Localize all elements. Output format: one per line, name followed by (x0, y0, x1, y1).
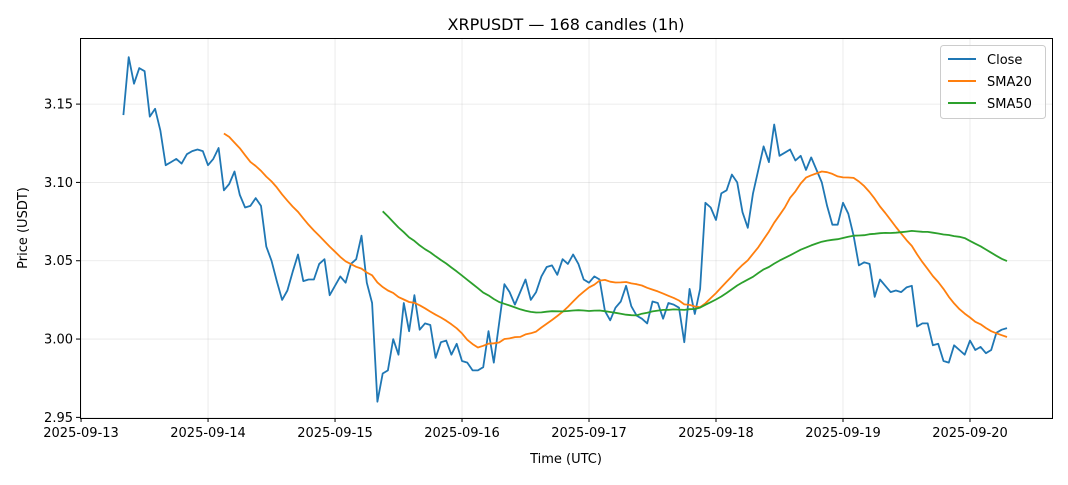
legend-box (940, 45, 1046, 119)
series-lines (122, 56, 1008, 403)
y-axis: 2.95 3.00 3.05 3.10 3.15 (44, 98, 80, 426)
y-tick-label: 3.05 (44, 254, 73, 269)
x-tick-label: 2025-09-15 (297, 426, 373, 441)
x-tick-label: 2025-09-18 (678, 426, 754, 441)
y-axis-label: Price (USDT) (16, 187, 31, 269)
y-tick-label: 3.10 (44, 176, 73, 191)
series-line-sma50 (382, 210, 1008, 317)
grid (80, 38, 1052, 418)
legend: Close SMA20 SMA50 (940, 45, 1046, 119)
legend-label-close: Close (987, 53, 1022, 68)
y-tick-label: 2.95 (44, 411, 73, 426)
plot-frame (80, 38, 1053, 419)
legend-label-sma20: SMA20 (987, 75, 1032, 90)
x-tick-label: 2025-09-13 (43, 426, 119, 441)
x-tick-label: 2025-09-19 (805, 426, 881, 441)
x-tick-label: 2025-09-14 (170, 426, 246, 441)
series-line-sma20 (223, 132, 1008, 349)
series-line-close (122, 56, 1008, 403)
y-tick-label: 3.15 (44, 98, 73, 113)
x-axis-label: Time (UTC) (529, 452, 602, 467)
chart-title: XRPUSDT — 168 candles (1h) (448, 15, 685, 34)
x-axis: 2025-09-13 2025-09-14 2025-09-15 2025-09-16… (43, 418, 1008, 441)
y-tick-label: 3.00 (44, 333, 73, 348)
x-tick-label: 2025-09-17 (551, 426, 627, 441)
x-tick-label: 2025-09-16 (424, 426, 500, 441)
x-tick-label: 2025-09-20 (932, 426, 1008, 441)
legend-label-sma50: SMA50 (987, 97, 1032, 112)
